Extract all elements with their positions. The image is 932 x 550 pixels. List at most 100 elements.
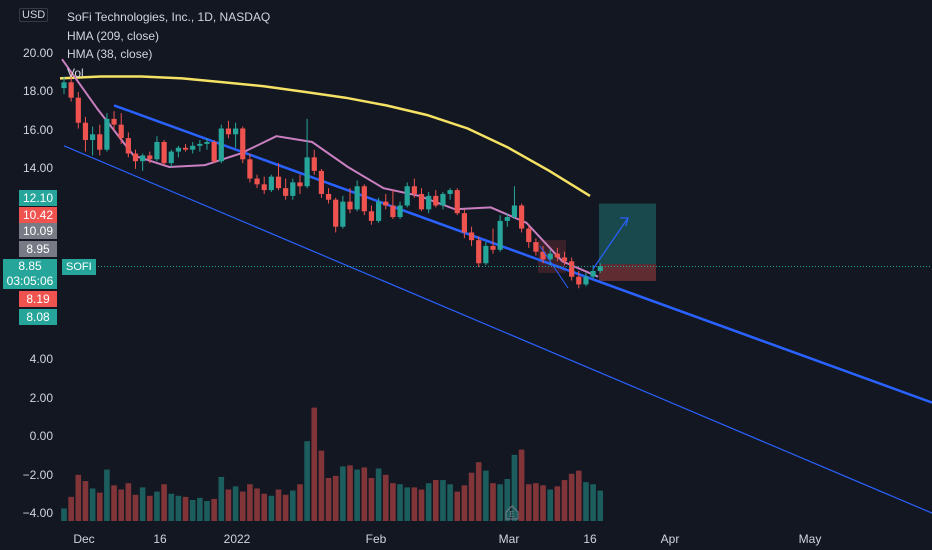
volume-bar — [311, 407, 318, 521]
chart-legend: SoFi Technologies, Inc., 1D, NASDAQ HMA … — [67, 8, 270, 82]
indicator-volume[interactable]: Vol — [67, 65, 84, 80]
price-axis[interactable]: 20.00 18.00 16.00 14.00 4.00 2.00 0.00 −2.00 −4.… — [0, 0, 57, 528]
candle-body — [533, 242, 539, 252]
candle-body — [97, 134, 103, 150]
projection-arrow-line — [592, 217, 629, 270]
volume-bar — [147, 495, 153, 521]
projection-arrow-head — [620, 217, 629, 227]
volume-bar — [597, 490, 604, 521]
price-tick: 16.00 — [22, 123, 53, 137]
volume-bar — [497, 484, 503, 521]
candle-body — [490, 245, 496, 250]
candle-body — [182, 147, 189, 150]
candle-body — [540, 251, 546, 260]
long-position-target-zone — [599, 203, 656, 265]
volume-bar — [583, 482, 589, 521]
indicator-hma-209[interactable]: HMA (209, close) — [67, 28, 160, 43]
volume-bar — [304, 441, 310, 521]
hma-38-line — [61, 58, 599, 278]
price-tick: −4.00 — [22, 506, 53, 520]
volume-bar — [197, 497, 203, 521]
candle-body — [590, 270, 596, 277]
volume-bar — [261, 493, 267, 521]
candle-body — [104, 118, 110, 150]
candle-body — [111, 118, 117, 125]
candle-body — [526, 228, 532, 243]
candle-body — [361, 186, 367, 212]
candle-body — [440, 193, 446, 206]
volume-bar — [247, 484, 253, 521]
volume-bar — [75, 474, 82, 521]
candle-body — [197, 143, 203, 146]
price-badge: 8.19 — [19, 291, 57, 307]
volume-bar — [318, 450, 325, 521]
volume-bar — [82, 481, 89, 521]
candle-body — [140, 155, 146, 162]
candle-body — [304, 157, 310, 187]
chart-title[interactable]: SoFi Technologies, Inc., 1D, NASDAQ — [67, 10, 271, 24]
candle-body — [561, 257, 568, 262]
candle-body — [118, 124, 124, 139]
volume-bar — [490, 483, 496, 521]
volume-bar — [332, 475, 339, 521]
candle-body — [583, 276, 589, 285]
candle-body — [597, 266, 603, 271]
time-tick: 2022 — [223, 532, 251, 546]
candle-body — [447, 190, 453, 194]
time-axis[interactable]: Dec 16 2022 Feb Mar 16 Apr May — [0, 528, 932, 550]
volume-bar — [268, 495, 275, 521]
candle-body — [354, 186, 360, 210]
volume-bar — [454, 491, 461, 521]
currency-label[interactable]: USD — [19, 8, 49, 22]
time-tick: Dec — [73, 532, 95, 546]
candle-body — [275, 176, 282, 189]
indicator-hma-38[interactable]: HMA (38, close) — [67, 47, 153, 61]
volume-bar — [425, 483, 432, 521]
candle-body — [347, 201, 353, 210]
price-tick: −2.00 — [22, 468, 53, 482]
candle-body — [254, 178, 260, 185]
candle-body — [268, 176, 274, 191]
candle-body — [61, 82, 67, 89]
volume-bar — [568, 473, 575, 521]
volume-bar — [189, 500, 196, 521]
time-tick: 16 — [583, 532, 597, 546]
symbol-label: SOFI — [62, 259, 96, 275]
price-tick: 14.00 — [22, 161, 53, 175]
candle-body — [132, 153, 139, 162]
volume-bar — [282, 494, 289, 521]
candle-body — [404, 186, 410, 206]
price-tick: 0.00 — [29, 429, 53, 443]
volume-bar — [540, 485, 546, 521]
candle-body — [497, 220, 503, 250]
candle-body — [519, 205, 525, 229]
candle-body — [290, 182, 296, 196]
volume-bar — [447, 484, 453, 521]
time-tick: Apr — [660, 532, 680, 546]
current-price-value: 8.85 — [18, 259, 42, 273]
long-position-stop-zone — [599, 264, 656, 281]
volume-bar — [254, 488, 260, 521]
volume-bar — [504, 479, 511, 521]
volume-bar — [125, 483, 132, 521]
candle-body — [147, 155, 153, 160]
candle-body — [390, 205, 396, 218]
candle-body — [233, 128, 239, 135]
candle-body — [90, 134, 96, 141]
candle-body — [383, 201, 389, 206]
volume-bar — [211, 498, 217, 521]
volume-bar — [89, 488, 96, 521]
candle-body — [82, 122, 89, 141]
price-tick: 4.00 — [29, 352, 53, 366]
current-price-badge: 8.85 03:05:06 — [3, 259, 57, 289]
volume-bar — [483, 470, 489, 521]
price-badge: 12.10 — [19, 190, 57, 206]
volume-bar — [275, 489, 282, 521]
volume-bar — [239, 491, 246, 521]
price-badge: 8.08 — [19, 309, 57, 325]
candle-body — [576, 276, 582, 285]
candle-body — [161, 141, 167, 164]
candle-body — [318, 170, 324, 194]
volume-bar — [547, 489, 553, 521]
